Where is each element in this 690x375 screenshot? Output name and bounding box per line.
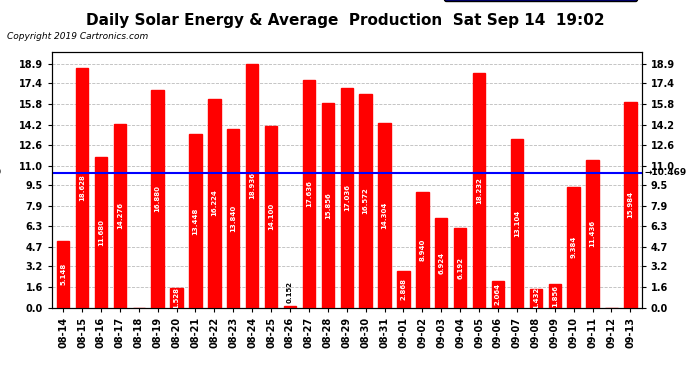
Bar	[473, 73, 485, 308]
Bar	[227, 129, 239, 308]
Text: 13.840: 13.840	[230, 205, 236, 232]
Bar	[208, 99, 221, 308]
Text: 16.224: 16.224	[211, 190, 217, 216]
Text: 13.448: 13.448	[193, 207, 199, 235]
Text: →10.469: →10.469	[644, 168, 687, 177]
Bar	[57, 241, 69, 308]
Bar	[359, 94, 372, 308]
Text: Copyright 2019 Cartronics.com: Copyright 2019 Cartronics.com	[7, 32, 148, 41]
Text: 17.636: 17.636	[306, 180, 312, 207]
Text: 1.528: 1.528	[174, 286, 179, 309]
Text: 15.984: 15.984	[627, 191, 633, 218]
Bar	[322, 103, 334, 308]
Bar	[76, 68, 88, 308]
Bar	[303, 80, 315, 308]
Text: 0.152: 0.152	[287, 281, 293, 303]
Bar	[416, 192, 428, 308]
Bar	[95, 157, 107, 308]
Text: 17.036: 17.036	[344, 184, 350, 211]
Text: 13.104: 13.104	[514, 210, 520, 237]
Bar	[492, 281, 504, 308]
Bar	[397, 271, 410, 308]
Text: 5.148: 5.148	[60, 263, 66, 285]
Bar	[170, 288, 183, 308]
Bar	[246, 64, 258, 308]
Text: 18.232: 18.232	[476, 177, 482, 204]
Text: 16.572: 16.572	[363, 188, 368, 214]
Text: 2.868: 2.868	[400, 278, 406, 300]
Text: 9.384: 9.384	[571, 236, 577, 258]
Text: 6.192: 6.192	[457, 256, 463, 279]
Text: Daily Solar Energy & Average  Production  Sat Sep 14  19:02: Daily Solar Energy & Average Production …	[86, 13, 604, 28]
Bar	[114, 124, 126, 308]
Bar	[511, 139, 523, 308]
Bar	[189, 134, 201, 308]
Bar	[265, 126, 277, 308]
Text: 15.856: 15.856	[325, 192, 331, 219]
Bar	[435, 218, 447, 308]
Text: 16.880: 16.880	[155, 185, 161, 212]
Text: 14.276: 14.276	[117, 202, 123, 229]
Bar	[624, 102, 636, 308]
Text: 11.680: 11.680	[98, 219, 104, 246]
Bar	[152, 90, 164, 308]
Bar	[586, 160, 599, 308]
Bar	[549, 284, 561, 308]
Text: →10.469: →10.469	[0, 168, 1, 177]
Bar	[284, 306, 296, 308]
Text: 11.436: 11.436	[589, 220, 595, 248]
Text: 8.940: 8.940	[420, 239, 425, 261]
Text: 6.924: 6.924	[438, 252, 444, 274]
Text: 1.432: 1.432	[533, 287, 539, 309]
Bar	[567, 187, 580, 308]
Text: 14.100: 14.100	[268, 203, 274, 230]
Text: 18.936: 18.936	[249, 172, 255, 199]
Text: 2.064: 2.064	[495, 283, 501, 305]
Bar	[378, 123, 391, 308]
Text: 1.856: 1.856	[552, 285, 558, 306]
Text: 18.628: 18.628	[79, 174, 85, 201]
Bar	[341, 88, 353, 308]
Bar	[454, 228, 466, 308]
Text: 14.304: 14.304	[382, 202, 388, 229]
Bar	[530, 289, 542, 308]
